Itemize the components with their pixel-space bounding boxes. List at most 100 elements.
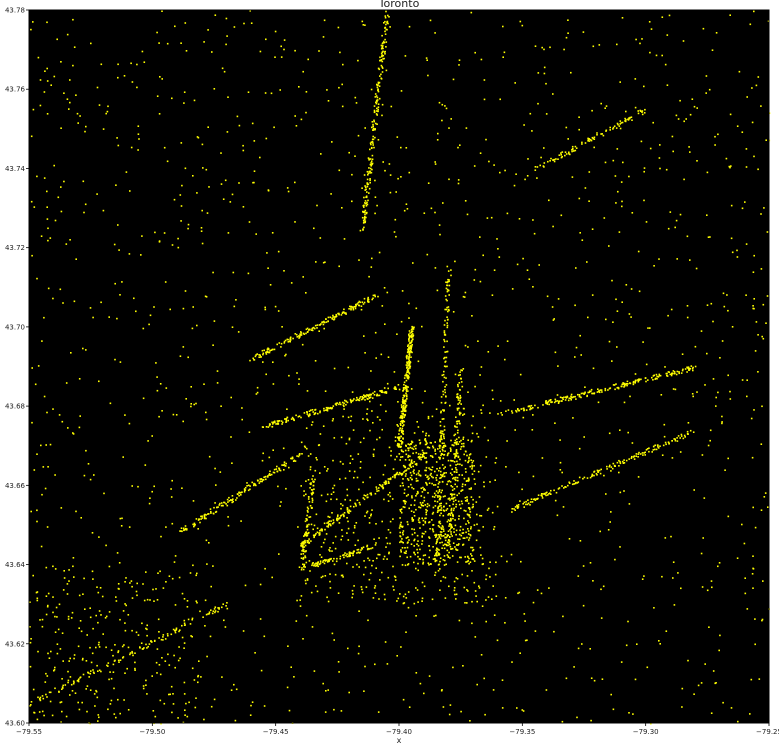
- data-point: [459, 422, 461, 425]
- data-point: [161, 657, 163, 659]
- data-point: [749, 23, 752, 26]
- data-point: [401, 564, 404, 566]
- data-point: [279, 505, 281, 507]
- data-point: [624, 385, 626, 387]
- data-point: [285, 418, 288, 420]
- data-point: [469, 508, 471, 511]
- data-point: [460, 439, 462, 442]
- data-point: [311, 626, 314, 628]
- data-point: [729, 113, 732, 116]
- data-point: [72, 565, 74, 568]
- y-tick-label: 43.66: [5, 482, 26, 490]
- data-point: [175, 627, 178, 630]
- data-point: [455, 449, 458, 451]
- data-point: [74, 692, 77, 694]
- data-point: [568, 151, 570, 154]
- data-point: [66, 33, 69, 36]
- data-point: [705, 92, 707, 94]
- data-point: [445, 308, 448, 311]
- data-point: [369, 400, 371, 403]
- data-point: [537, 102, 539, 105]
- data-point: [478, 529, 481, 532]
- data-point: [253, 170, 256, 172]
- data-point: [479, 546, 482, 549]
- data-point: [268, 473, 271, 475]
- data-point: [350, 401, 352, 404]
- data-point: [98, 646, 101, 648]
- data-point: [39, 619, 41, 621]
- data-point: [279, 89, 281, 91]
- data-point: [427, 182, 430, 184]
- data-point: [519, 20, 522, 23]
- data-point: [341, 105, 344, 108]
- data-point: [142, 327, 145, 330]
- data-point: [502, 56, 504, 58]
- data-point: [137, 149, 139, 151]
- data-point: [417, 562, 419, 565]
- data-point: [265, 373, 267, 376]
- data-point: [458, 619, 461, 622]
- data-point: [666, 372, 668, 375]
- data-point: [448, 543, 451, 546]
- data-point: [377, 84, 379, 86]
- data-point: [327, 559, 329, 561]
- data-point: [117, 144, 120, 147]
- data-point: [497, 345, 499, 347]
- data-point: [259, 354, 261, 356]
- data-point: [549, 160, 551, 162]
- data-point: [186, 606, 189, 608]
- data-point: [741, 131, 744, 133]
- data-point: [405, 550, 407, 552]
- data-point: [557, 158, 559, 160]
- data-point: [233, 305, 236, 308]
- data-point: [448, 505, 451, 507]
- data-point: [640, 140, 643, 143]
- data-point: [570, 399, 572, 401]
- data-point: [399, 485, 402, 487]
- data-point: [124, 603, 126, 605]
- data-point: [270, 473, 273, 476]
- data-point: [377, 553, 379, 556]
- data-point: [36, 591, 39, 593]
- data-point: [476, 600, 478, 603]
- data-point: [422, 455, 424, 458]
- data-point: [60, 186, 62, 188]
- data-point: [306, 327, 309, 330]
- data-point: [643, 199, 645, 202]
- data-point: [187, 223, 190, 226]
- data-point: [264, 308, 267, 311]
- data-point: [368, 159, 370, 161]
- data-point: [384, 641, 387, 643]
- data-point: [434, 267, 437, 269]
- data-point: [184, 167, 187, 170]
- data-point: [353, 585, 355, 587]
- data-point: [674, 388, 677, 391]
- data-point: [466, 500, 469, 502]
- data-point: [308, 560, 311, 562]
- data-point: [381, 42, 384, 45]
- data-point: [466, 479, 468, 482]
- data-point: [377, 82, 380, 85]
- data-point: [119, 712, 121, 715]
- data-point: [425, 482, 428, 485]
- data-point: [235, 499, 237, 501]
- data-point: [558, 401, 560, 403]
- data-point: [657, 446, 659, 448]
- data-point: [354, 503, 357, 506]
- data-point: [653, 265, 655, 267]
- data-point: [177, 659, 180, 662]
- data-point: [453, 434, 455, 437]
- data-point: [201, 515, 203, 517]
- data-point: [324, 559, 326, 561]
- data-point: [41, 340, 43, 342]
- data-point: [339, 403, 342, 406]
- data-point: [340, 514, 343, 517]
- data-point: [518, 218, 521, 220]
- data-point: [207, 513, 210, 515]
- data-point: [311, 327, 313, 330]
- data-point: [424, 489, 426, 491]
- data-point: [406, 388, 408, 390]
- data-point: [356, 303, 358, 305]
- data-point: [358, 488, 360, 491]
- data-point: [334, 573, 337, 576]
